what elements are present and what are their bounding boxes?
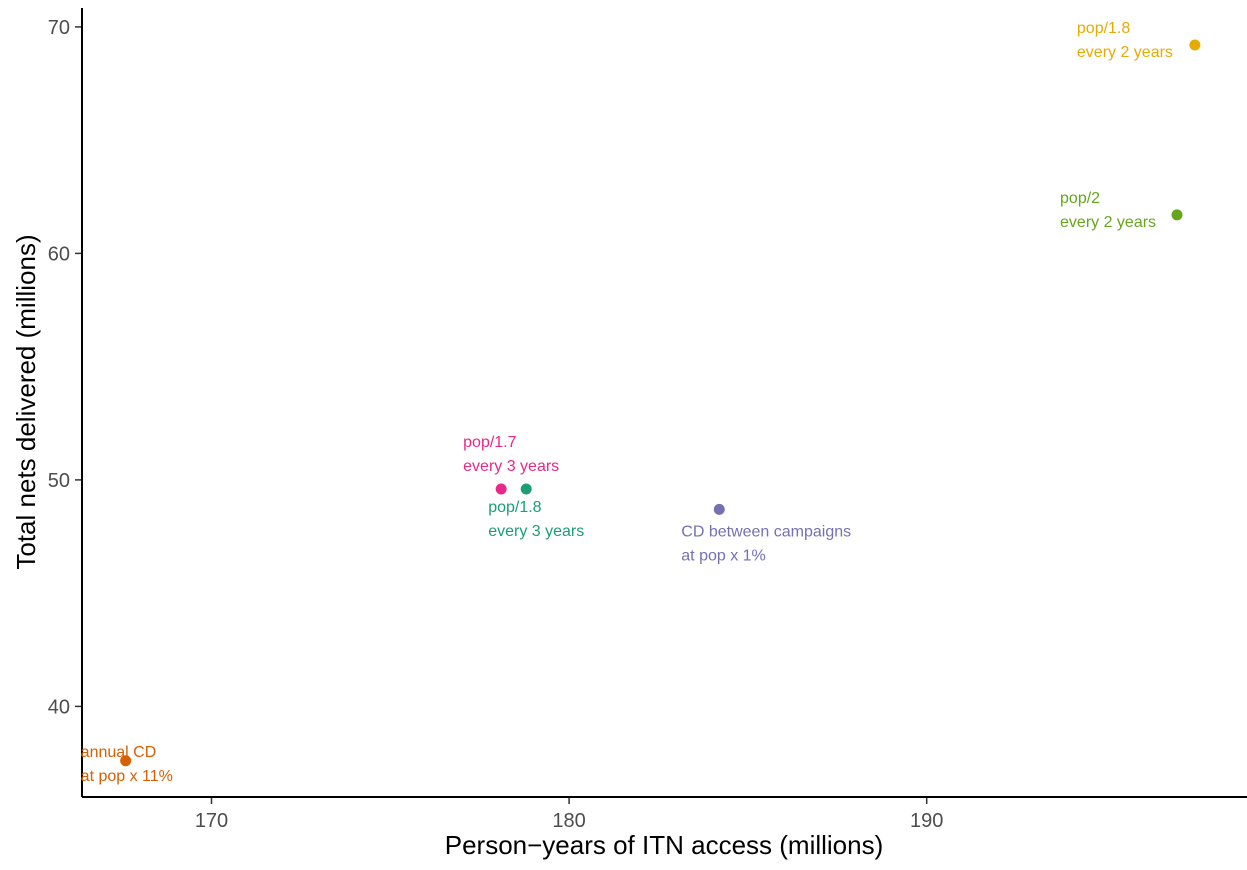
x-tick-label: 190 [910, 810, 943, 832]
y-tick-label: 60 [48, 243, 70, 265]
point-label: every 2 years [1060, 214, 1156, 231]
point-label: at pop x 1% [681, 547, 766, 564]
point-label: every 2 years [1077, 44, 1173, 61]
x-tick-label: 170 [195, 810, 228, 832]
point-labels-layer: pop/1.8 every 2 years pop/2 every 2 years po… [81, 20, 1173, 785]
points-layer [120, 39, 1201, 767]
data-point [1189, 39, 1201, 51]
point-label: pop/2 [1060, 190, 1100, 207]
x-axis-title: Person−years of ITN access (millions) [445, 830, 884, 860]
point-label: CD between campaigns [681, 523, 851, 540]
point-label: pop/1.8 [488, 499, 541, 516]
data-point [120, 755, 132, 767]
x-tick-label: 180 [552, 810, 585, 832]
point-label: pop/1.7 [463, 434, 516, 451]
data-point [713, 503, 725, 515]
y-tick-label: 50 [48, 470, 70, 492]
y-tick-label: 40 [48, 696, 70, 718]
point-label: at pop x 11% [81, 768, 173, 785]
point-label: every 3 years [488, 523, 584, 540]
y-tick-label: 70 [48, 17, 70, 39]
y-axis-title: Total nets delivered (millions) [11, 234, 41, 569]
ticks-layer: 170 180 190 40 50 60 70 [48, 17, 944, 832]
point-label: pop/1.8 [1077, 20, 1130, 37]
data-point [495, 483, 507, 495]
point-label: every 3 years [463, 458, 559, 475]
data-point [520, 483, 532, 495]
point-label: annual CD [81, 744, 157, 761]
data-point [1171, 209, 1183, 221]
